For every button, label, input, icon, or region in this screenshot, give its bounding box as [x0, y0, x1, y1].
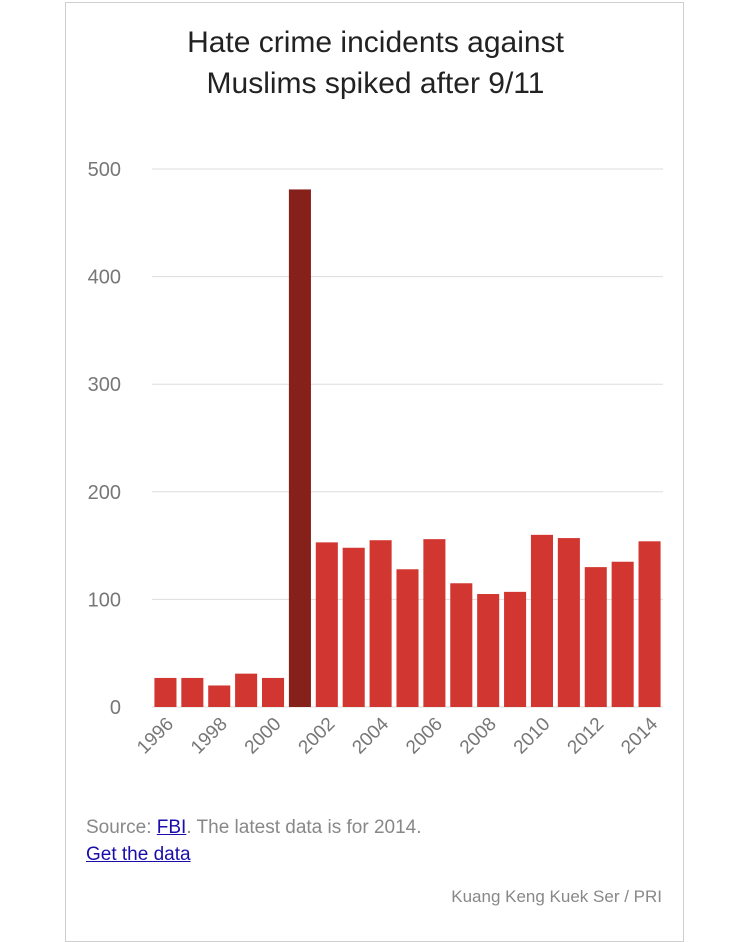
bar-2008 — [477, 594, 500, 707]
x-tick-label: 1996 — [133, 714, 178, 759]
fbi-source-link[interactable]: FBI — [156, 817, 187, 838]
x-tick-label: 2002 — [295, 714, 340, 759]
bar-1998 — [208, 685, 231, 707]
credit-line: Kuang Keng Kuek Ser / PRI — [451, 887, 662, 906]
x-tick-label: 2008 — [456, 714, 501, 759]
x-tick-label: 2014 — [617, 713, 662, 758]
chart-title-line-1: Hate crime incidents against — [187, 26, 564, 59]
bar-2001 — [288, 189, 311, 708]
bar-2013 — [611, 561, 634, 707]
bar-1996 — [154, 677, 177, 707]
x-tick-label: 2006 — [402, 714, 447, 759]
bar-1997 — [181, 677, 204, 707]
y-tick-label: 0 — [110, 697, 121, 719]
get-the-data-link[interactable]: Get the data — [86, 844, 191, 865]
x-tick-label: 2000 — [241, 714, 286, 759]
bar-2012 — [584, 567, 607, 707]
bar-1999 — [235, 673, 258, 707]
source-suffix: . The latest data is for 2014. — [186, 817, 422, 838]
source-note: Source: FBI. The latest data is for 2014… — [86, 814, 422, 868]
bar-2007 — [450, 583, 473, 707]
bar-chart: 0 100 200 300 400 500 1996 1998 2000 2002 2004 2006… — [88, 159, 663, 759]
bar-2000 — [261, 677, 285, 707]
bar-2009 — [504, 591, 527, 707]
bar-2003 — [342, 547, 365, 707]
y-tick-label: 200 — [88, 482, 121, 504]
bar-2002 — [315, 542, 338, 707]
bar-2010 — [530, 534, 554, 707]
y-tick-label: 400 — [88, 267, 121, 289]
x-tick-label: 2012 — [564, 714, 609, 759]
chart-title-line-2: Muslims spiked after 9/11 — [206, 67, 545, 100]
x-tick-label: 1998 — [187, 714, 232, 759]
chart-title: Hate crime incidents against Muslims spi… — [65, 22, 686, 104]
x-tick-label: 2010 — [510, 714, 555, 759]
bar-2005 — [396, 569, 419, 707]
bar-2011 — [557, 538, 580, 707]
y-tick-label: 100 — [88, 589, 121, 611]
source-prefix: Source: — [86, 817, 157, 838]
chart-card — [65, 2, 684, 942]
bar-2006 — [423, 539, 446, 707]
x-tick-label: 2004 — [348, 713, 393, 758]
bar-2014 — [638, 541, 661, 707]
bar-2004 — [369, 540, 392, 707]
y-tick-label: 300 — [88, 374, 121, 396]
y-tick-label: 500 — [88, 159, 121, 181]
